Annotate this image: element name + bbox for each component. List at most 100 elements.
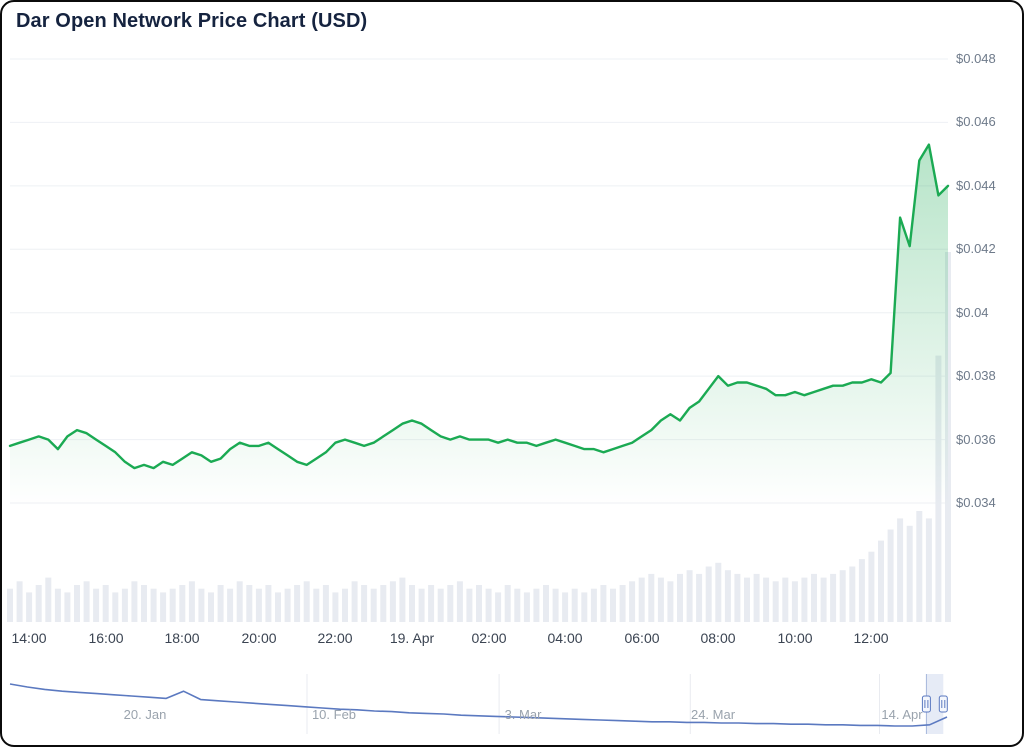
- volume-bar: [150, 588, 157, 622]
- volume-bar: [504, 585, 511, 622]
- volume-bar: [322, 585, 329, 622]
- volume-bar: [476, 585, 482, 622]
- x-axis-label: 20:00: [241, 630, 277, 646]
- volume-bar: [179, 585, 186, 622]
- volume-bar: [332, 592, 339, 622]
- volume-bar: [648, 573, 655, 622]
- volume-bar: [428, 585, 435, 622]
- volume-bar: [456, 581, 463, 622]
- volume-bar: [255, 588, 262, 622]
- x-axis-label: 08:00: [700, 630, 736, 646]
- volume-bar: [839, 570, 846, 622]
- y-axis-label: $0.038: [956, 368, 996, 383]
- volume-bar: [868, 551, 875, 622]
- volume-bar: [590, 588, 597, 622]
- volume-bar: [763, 577, 770, 622]
- volume-bar: [64, 592, 71, 622]
- volume-bar: [83, 581, 90, 622]
- volume-bar: [811, 573, 817, 622]
- y-axis-label: $0.036: [956, 432, 996, 447]
- volume-bar: [313, 588, 320, 622]
- volume-bar: [772, 581, 779, 622]
- volume-bar: [351, 581, 358, 622]
- volume-bar: [294, 585, 301, 622]
- volume-bar: [7, 588, 13, 622]
- volume-bar: [629, 581, 636, 622]
- volume-bar: [160, 592, 167, 622]
- volume-bar: [198, 588, 205, 622]
- volume-bar: [141, 585, 147, 622]
- volume-bar: [925, 518, 932, 622]
- volume-bar: [638, 577, 645, 622]
- volume-bar: [610, 588, 616, 622]
- x-axis-label: 14:00: [11, 630, 47, 646]
- volume-bar: [657, 577, 664, 622]
- navigator-track[interactable]: [10, 674, 947, 734]
- navigator-label: 14. Apr: [881, 707, 923, 722]
- volume-bar: [753, 573, 760, 622]
- x-axis-label: 12:00: [853, 630, 889, 646]
- volume-bar: [102, 585, 109, 622]
- navigator-label: 24. Mar: [690, 707, 736, 722]
- volume-bar: [131, 581, 138, 622]
- x-axis-label: 18:00: [164, 630, 200, 646]
- volume-bar: [370, 588, 377, 622]
- y-axis-label: $0.042: [956, 241, 996, 256]
- volume-bar: [361, 585, 368, 622]
- navigator-left-handle[interactable]: [921, 695, 931, 713]
- volume-bar: [830, 573, 837, 622]
- volume-bar: [600, 585, 607, 622]
- navigator-label: 20. Jan: [123, 707, 167, 722]
- volume-bar: [45, 577, 52, 622]
- volume-bar: [705, 566, 712, 622]
- volume-bar: [35, 585, 42, 622]
- volume-bar: [916, 511, 923, 622]
- y-axis-label: $0.034: [956, 495, 996, 510]
- volume-bar: [543, 585, 549, 622]
- volume-bar: [389, 581, 396, 622]
- volume-bar: [696, 573, 703, 622]
- navigator-right-handle[interactable]: [938, 695, 948, 713]
- volume-bar: [112, 592, 119, 622]
- volume-bar: [447, 585, 454, 622]
- volume-bar: [399, 577, 406, 622]
- volume-bar: [303, 581, 310, 622]
- volume-bar: [571, 588, 578, 622]
- navigator-label: 3. Mar: [504, 707, 542, 722]
- volume-bar: [744, 577, 750, 622]
- volume-bar: [418, 588, 425, 622]
- volume-bar: [246, 585, 253, 622]
- volume-bar: [437, 588, 444, 622]
- volume-bar: [514, 588, 521, 622]
- volume-bar: [581, 592, 588, 622]
- volume-bar: [217, 585, 224, 622]
- chart-title: Dar Open Network Price Chart (USD): [16, 10, 368, 32]
- volume-bar: [552, 588, 559, 622]
- navigator-label: 10. Feb: [311, 707, 357, 722]
- chart-plot-area[interactable]: [10, 50, 948, 622]
- volume-bar: [208, 592, 214, 622]
- volume-bar: [878, 540, 884, 622]
- x-axis-label: 04:00: [547, 630, 583, 646]
- x-axis-label: 22:00: [317, 630, 353, 646]
- x-axis-label: 10:00: [777, 630, 813, 646]
- volume-bar: [523, 592, 530, 622]
- volume-bar: [667, 581, 674, 622]
- volume-bar: [121, 588, 128, 622]
- volume-bar: [724, 570, 731, 622]
- volume-bar: [380, 585, 387, 622]
- volume-bar: [485, 588, 492, 622]
- x-axis-label: 19. Apr: [389, 630, 435, 646]
- volume-bar: [54, 588, 61, 622]
- volume-bar: [849, 566, 856, 622]
- navigator-selected-range[interactable]: [926, 674, 944, 734]
- volume-bar: [906, 525, 913, 622]
- y-axis-label: $0.046: [956, 114, 996, 129]
- volume-bar: [858, 559, 865, 622]
- volume-bar: [275, 592, 281, 622]
- navigator-line: [9, 683, 948, 727]
- volume-bar: [619, 585, 626, 622]
- volume-bar: [677, 573, 683, 622]
